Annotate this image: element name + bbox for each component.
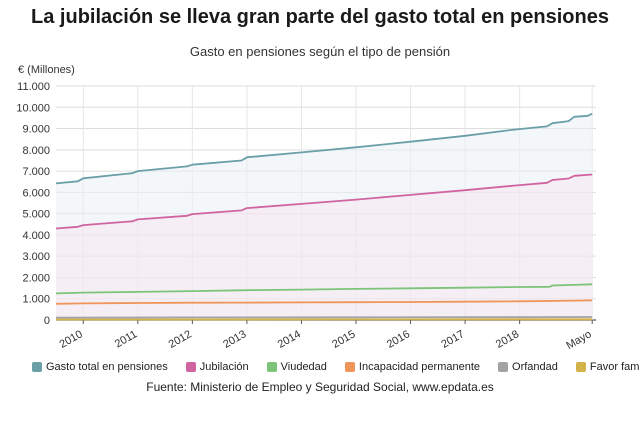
x-tick-label: 2016 <box>385 328 412 351</box>
series-line-jubilacion <box>55 173 593 230</box>
y-tick-label: 3.000 <box>22 251 50 263</box>
y-tick-label: 10.000 <box>16 102 50 114</box>
legend-swatch-orfandad <box>498 362 509 372</box>
legend-item-gasto-total[interactable]: Gasto total en pensiones <box>32 361 168 373</box>
legend-swatch-jubilacion <box>185 362 196 372</box>
legend-label-jubilacion: Jubilación <box>199 361 249 373</box>
x-tick-label: 2017 <box>439 328 466 351</box>
legend-swatch-favor-familiar <box>575 362 586 372</box>
y-tick-label: 9.000 <box>22 124 50 136</box>
y-tick-label: 4.000 <box>22 230 50 242</box>
legend-label-favor-familiar: Favor familiar <box>589 361 640 373</box>
x-tick-label: 2015 <box>330 328 357 351</box>
legend-item-favor-familiar[interactable]: Favor familiar <box>575 361 640 373</box>
y-tick-label: 11.000 <box>17 81 50 93</box>
x-tick-label: 2013 <box>221 328 248 351</box>
legend-label-viudedad: Viudedad <box>280 361 327 373</box>
series-line-orfandad <box>55 316 593 319</box>
legend-item-orfandad[interactable]: Orfandad <box>498 361 558 373</box>
y-tick-label: 0 <box>44 315 50 327</box>
y-tick-label: 2.000 <box>22 272 50 284</box>
x-tick-label: 2018 <box>494 328 521 351</box>
legend-swatch-incapacidad <box>344 362 355 372</box>
x-tick-label: 2010 <box>58 328 85 351</box>
y-tick-label: 8.000 <box>22 145 50 157</box>
y-axis-unit-label: € (Millones) <box>18 64 75 76</box>
series-line-viudedad <box>55 283 593 295</box>
legend-swatch-gasto-total <box>32 362 42 372</box>
source-note: Fuente: Ministerio de Empleo y Seguridad… <box>146 380 494 394</box>
chart-legend: Gasto total en pensiones Jubilación Viud… <box>32 361 640 373</box>
legend-label-gasto-total: Gasto total en pensiones <box>46 361 168 373</box>
chart-subtitle: Gasto en pensiones según el tipo de pens… <box>189 44 451 59</box>
y-tick-label: 6.000 <box>22 187 50 199</box>
legend-item-viudedad[interactable]: Viudedad <box>266 361 327 373</box>
legend-item-jubilacion[interactable]: Jubilación <box>185 361 249 373</box>
legend-item-incapacidad[interactable]: Incapacidad permanente <box>344 361 481 373</box>
series-area-jubilacion <box>56 174 593 320</box>
x-tick-label: 2014 <box>276 328 303 351</box>
legend-swatch-viudedad <box>266 362 277 372</box>
series-line-incapacidad <box>55 299 593 305</box>
x-tick-label: 2012 <box>167 328 194 351</box>
x-tick-label: 2011 <box>113 328 139 350</box>
series-area-gasto-total <box>56 113 593 321</box>
series-line-gasto-total <box>55 112 593 185</box>
x-tick-label: Mayo <box>564 328 593 352</box>
legend-label-incapacidad: Incapacidad permanente <box>358 361 481 373</box>
y-tick-label: 7.000 <box>22 166 50 178</box>
y-tick-label: 1.000 <box>22 294 50 306</box>
chart-title: La jubilación se lleva gran parte del ga… <box>31 6 609 28</box>
line-chart: 0 1.000 2.000 3.000 4.000 5.000 6.000 7.000 8.00… <box>16 81 596 352</box>
legend-label-orfandad: Orfandad <box>512 361 558 373</box>
y-tick-label: 5.000 <box>22 209 50 221</box>
